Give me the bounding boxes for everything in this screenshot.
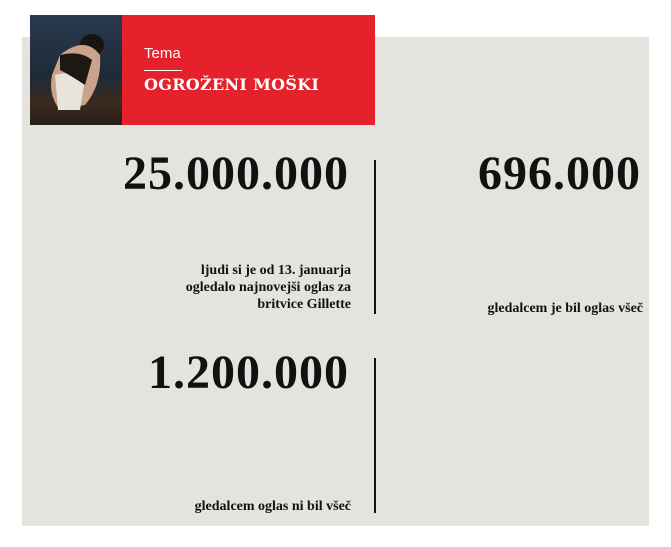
header-banner: Tema OGROŽENI MOŠKI [122,15,375,125]
stat-value-likes: 696.000 [478,147,641,200]
stat-value-views: 25.000.000 [123,147,349,200]
stat-caption-dislikes: gledalcem oglas ni bil všeč [195,498,351,515]
header-title: OGROŽENI MOŠKI [144,75,320,94]
divider-line [374,358,376,513]
stat-caption-views: ljudi si je od 13. januarja ogledalo naj… [186,262,351,313]
header-photo [30,15,122,125]
caption-line: ogledalo najnovejši oglas za [185,280,351,295]
divider-line [374,160,376,314]
caption-line: ljudi si je od 13. januarja [200,263,351,278]
caption-line: britvice Gillette [257,297,351,312]
caption-line: gledalcem oglas ni bil všeč [194,499,351,514]
header-kicker: Tema [144,45,181,62]
header-divider [144,70,182,71]
stat-caption-likes: gledalcem je bil oglas všeč [487,300,643,317]
caption-line: gledalcem je bil oglas všeč [487,301,643,316]
stat-value-dislikes: 1.200.000 [148,346,349,399]
